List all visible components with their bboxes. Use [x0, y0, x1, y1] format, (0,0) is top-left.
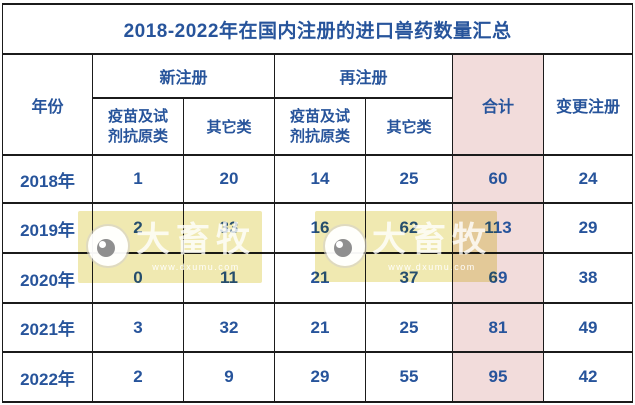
col-header-re-vaccine: 疫苗及试 剂抗原类	[274, 97, 366, 156]
cell-year: 2019年	[2, 202, 93, 254]
cell-re-other: 62	[365, 202, 453, 254]
col-header-change-registration: 变更注册	[542, 53, 634, 156]
cell-change: 29	[542, 202, 634, 254]
imported-vet-drugs-table: 2018-2022年在国内注册的进口兽药数量汇总 年份 新注册 再注册 合计 变…	[1, 3, 634, 403]
cell-total: 69	[452, 252, 544, 304]
col-header-new-other: 其它类	[183, 97, 275, 156]
cell-re-vaccine: 14	[274, 154, 366, 204]
cell-new-vaccine: 3	[92, 302, 184, 353]
col-group-new-registration: 新注册	[92, 53, 275, 99]
cell-new-vaccine: 1	[92, 154, 184, 204]
col-header-new-vaccine-line2: 剂抗原类	[107, 127, 168, 145]
table-row-2019: 2019年 2 33 16 62 113 29	[2, 202, 634, 254]
summary-table-sheet: 2018-2022年在国内注册的进口兽药数量汇总 年份 新注册 再注册 合计 变…	[1, 3, 634, 403]
col-header-year: 年份	[2, 53, 93, 156]
cell-change: 24	[542, 154, 634, 204]
table-row-2018: 2018年 1 20 14 25 60 24	[2, 154, 634, 204]
cell-new-other: 33	[183, 202, 275, 254]
cell-year: 2018年	[2, 154, 93, 204]
cell-year: 2022年	[2, 351, 93, 403]
cell-change: 49	[542, 302, 634, 353]
cell-total: 113	[452, 202, 544, 254]
cell-year: 2021年	[2, 302, 93, 353]
cell-new-other: 9	[183, 351, 275, 403]
page-title: 2018-2022年在国内注册的进口兽药数量汇总	[1, 3, 634, 55]
col-header-new-vaccine: 疫苗及试 剂抗原类	[92, 97, 184, 156]
cell-new-vaccine: 2	[92, 351, 184, 403]
header-row-subcolumns: 疫苗及试 剂抗原类 其它类 疫苗及试 剂抗原类 其它类	[3, 97, 633, 156]
cell-new-vaccine: 0	[92, 252, 184, 304]
cell-new-other: 20	[183, 154, 275, 204]
cell-re-other: 55	[365, 351, 453, 403]
col-header-re-vaccine-line1: 疫苗及试	[289, 107, 350, 125]
table-row-2021: 2021年 3 32 21 25 81 49	[2, 302, 634, 353]
cell-total: 81	[452, 302, 544, 353]
cell-re-vaccine: 21	[274, 302, 366, 353]
cell-total: 95	[452, 351, 544, 403]
table-row-2020: 2020年 0 11 21 37 69 38	[2, 252, 634, 304]
cell-new-other: 32	[183, 302, 275, 353]
cell-re-vaccine: 16	[274, 202, 366, 254]
cell-change: 38	[542, 252, 634, 304]
cell-re-other: 25	[365, 154, 453, 204]
col-header-total: 合计	[452, 53, 544, 156]
cell-new-vaccine: 2	[92, 202, 184, 254]
cell-year: 2020年	[2, 252, 93, 304]
cell-re-other: 37	[365, 252, 453, 304]
col-header-re-vaccine-line2: 剂抗原类	[289, 127, 350, 145]
header-row-groups: 年份 新注册 再注册 合计 变更注册	[2, 53, 634, 156]
cell-re-other: 25	[365, 302, 453, 353]
cell-re-vaccine: 29	[274, 351, 366, 403]
col-header-new-vaccine-line1: 疫苗及试	[107, 107, 168, 125]
col-group-re-registration: 再注册	[274, 53, 453, 99]
table-row-2022: 2022年 2 9 29 55 95 42	[2, 351, 634, 403]
title-row: 2018-2022年在国内注册的进口兽药数量汇总	[1, 3, 634, 55]
cell-total: 60	[452, 154, 544, 204]
cell-change: 42	[542, 351, 634, 403]
cell-new-other: 11	[183, 252, 275, 304]
cell-re-vaccine: 21	[274, 252, 366, 304]
col-header-re-other: 其它类	[365, 97, 453, 156]
